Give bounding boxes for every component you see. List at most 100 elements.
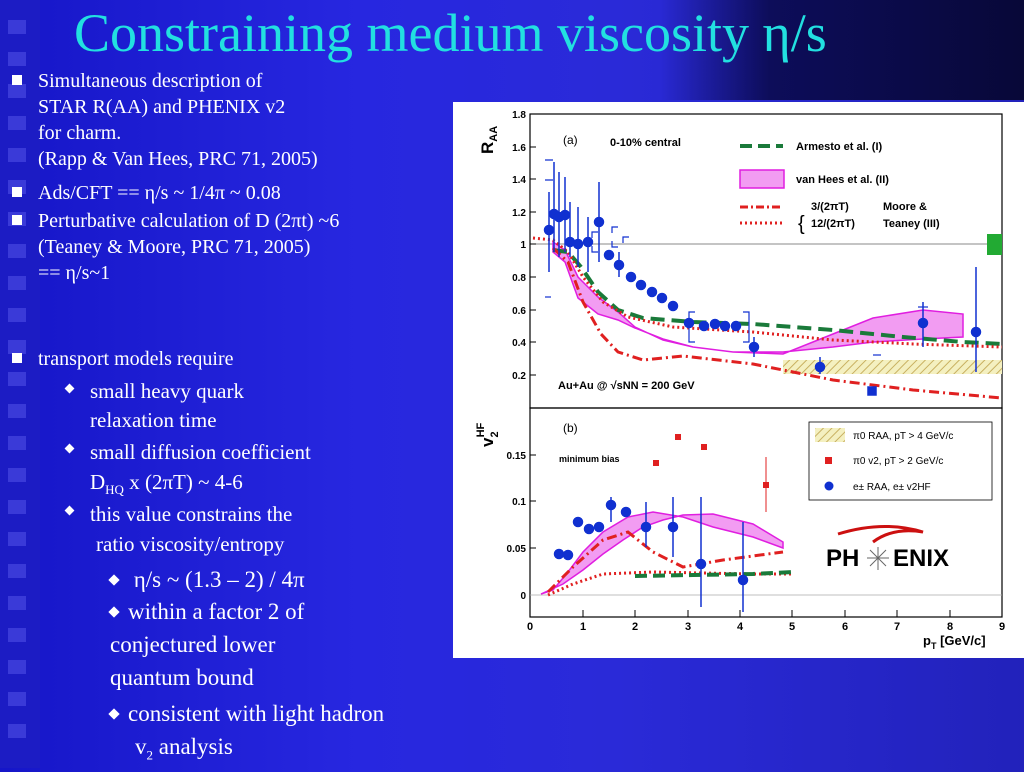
bullet-text: transport models require (38, 348, 234, 370)
raa-point (719, 320, 731, 332)
slide-title: Constraining medium viscosity η/s (74, 3, 827, 63)
raa-axis-label: RAA (478, 126, 500, 154)
sub-bullet-diffusion: small diffusion coefficient DHQ x (2πT) … (64, 437, 311, 505)
raa-point (646, 286, 658, 298)
legend-moore3-label: 3/(2πT) (811, 201, 849, 213)
v2-point (605, 499, 617, 511)
decor-square-column (0, 0, 40, 768)
bullet-text: η/s ~ (1.3 – 2) / 4π (108, 563, 305, 596)
bullet-square-icon (12, 353, 22, 363)
raa-point (709, 318, 721, 330)
legend-pi0-v2-swatch (825, 457, 832, 464)
xtick-label: 3 (685, 621, 691, 633)
bullet-text: DHQ x (2πT) ~ 4-6 (90, 470, 243, 498)
v2-axis-label: v2HF (475, 422, 501, 447)
phenix-logo-swoosh (837, 525, 924, 544)
sub-bullet-constrains: this value constrains the ratio viscosit… (64, 499, 293, 559)
bullet-text: small diffusion coefficient (90, 440, 311, 464)
bullet-square-icon (12, 75, 22, 85)
v2-point (553, 548, 565, 560)
ytick-label: 1.6 (512, 143, 526, 154)
ytick-label: 0.15 (507, 451, 527, 462)
raa-point (559, 209, 571, 221)
legend-e-label: e± RAA, e± v2HF (853, 482, 931, 493)
bullet-text: within a factor 2 of (108, 595, 304, 628)
v2-point (620, 506, 632, 518)
bullet-simultaneous: Simultaneous description of STAR R(AA) a… (12, 68, 318, 172)
phenix-logo-left: PH (826, 545, 859, 572)
pi0-raa-band (783, 360, 1002, 374)
legend-armesto-label: Armesto et al. (I) (796, 141, 883, 153)
v2-point (572, 516, 584, 528)
tick-marks (530, 146, 951, 617)
v2-point (667, 521, 679, 533)
raa-point (613, 259, 625, 271)
panel-b-label: (b) (563, 421, 578, 435)
bullet-text: Perturbative calculation of D (2πt) ~6 (38, 210, 340, 232)
ytick-label: 0.8 (512, 273, 526, 284)
bullet-adscft: Ads/CFT == η/s ~ 1/4π ~ 0.08 (12, 180, 281, 206)
bullet-square-icon (12, 187, 22, 197)
raa-point (814, 361, 826, 373)
tert-bullet-consistent: consistent with light hadron v2 analysis (108, 697, 384, 772)
phenix-figure: 0.2 0.4 0.6 0.8 1 1.2 1.4 1.6 1.8 0 0.05… (453, 102, 1024, 658)
xtick-label: 5 (789, 621, 795, 633)
bullet-text: for charm. (38, 122, 122, 144)
ytick-label: 0.1 (512, 497, 526, 508)
phenix-logo-star-icon (867, 547, 889, 570)
raa-point (603, 249, 615, 261)
system-label: Au+Au @ √sNN = 200 GeV (558, 380, 695, 392)
vanhees-band (552, 240, 964, 355)
raa-systematic-brackets (545, 159, 928, 356)
tert-bullet-factor: within a factor 2 of conjectured lower q… (108, 595, 304, 694)
bullet-text: this value constrains the (90, 502, 293, 526)
phenix-v2-points (553, 497, 749, 612)
ytick-label: 0.05 (507, 544, 527, 555)
pi0-v2-point (701, 444, 707, 450)
ytick-label: 1.8 (512, 110, 526, 121)
bullet-text: STAR R(AA) and PHENIX v2 (38, 96, 286, 118)
bullet-text: (Teaney & Moore, PRC 71, 2005) (38, 236, 311, 258)
panel-b-yticks: 0 0.05 0.1 0.15 (507, 451, 527, 602)
xtick-label: 1 (580, 621, 586, 633)
raa-point (656, 292, 668, 304)
normalization-box (987, 234, 1002, 255)
v2-point (583, 523, 595, 535)
ytick-label: 1.4 (512, 175, 526, 186)
bullet-text: Simultaneous description of (38, 70, 263, 92)
ytick-label: 1.2 (512, 208, 526, 219)
pi0-v2-point (675, 434, 681, 440)
raa-point (635, 279, 647, 291)
diamond-bullet-icon (64, 383, 75, 394)
min-bias-label: minimum bias (559, 454, 620, 464)
xtick-label: 6 (842, 621, 848, 633)
small-diamond-icon (108, 708, 120, 720)
bullet-text: ratio viscosity/entropy (96, 532, 285, 556)
xtick-label: 8 (947, 621, 953, 633)
v2-point (562, 549, 574, 561)
diamond-bullet-icon (64, 443, 75, 454)
moore-12-v2-curve (547, 570, 793, 597)
small-diamond-icon (108, 606, 120, 618)
ytick-label: 0 (520, 591, 526, 602)
legend-pi0-raa-label: π0 RAA, pT > 4 GeV/c (853, 431, 953, 442)
moore-3-curve (551, 246, 1003, 400)
raa-point (748, 341, 760, 353)
bullet-text: small heavy quark (90, 379, 244, 403)
legend-vanhees-label: van Hees et al. (II) (796, 174, 889, 186)
ytick-label: 0.2 (512, 371, 526, 382)
xtick-labels: 0 1 2 3 4 5 6 7 8 9 (527, 621, 1005, 633)
diamond-bullet-icon (64, 505, 75, 516)
bullet-text: == η/s~1 (38, 262, 111, 284)
armesto-v2-curve (634, 570, 794, 578)
bullet-perturbative: Perturbative calculation of D (2πt) ~6 (… (12, 208, 340, 286)
raa-point (730, 320, 742, 332)
vanhees-v2-band (540, 511, 784, 595)
decor-top-band (660, 0, 1024, 100)
legend-moore-name2: Teaney (III) (883, 218, 940, 230)
v2-point (695, 558, 707, 570)
raa-point (625, 271, 637, 283)
raa-point (667, 300, 679, 312)
raa-point (698, 320, 710, 332)
phenix-raa-points (543, 162, 982, 396)
